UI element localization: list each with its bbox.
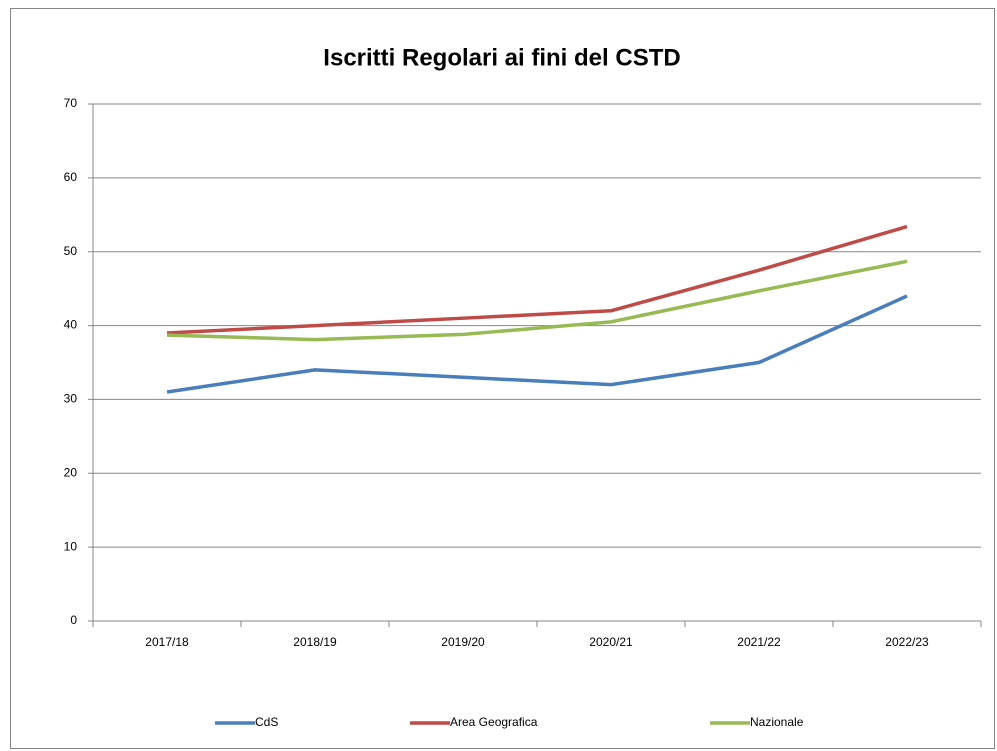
y-tick-label: 0	[70, 613, 77, 627]
chart-title: Iscritti Regolari ai fini del CSTD	[323, 44, 680, 71]
line-series	[166, 224, 908, 335]
line-series	[166, 294, 908, 394]
y-tick-label: 60	[64, 170, 78, 184]
legend-label: CdS	[255, 715, 278, 729]
x-tick-label: 2020/21	[589, 635, 633, 649]
x-tick-label: 2018/19	[293, 635, 337, 649]
legend-label: Area Geografica	[450, 715, 538, 729]
y-tick-label: 70	[64, 96, 78, 110]
x-tick-label: 2017/18	[145, 635, 189, 649]
x-tick-label: 2019/20	[441, 635, 485, 649]
line-series	[166, 259, 908, 342]
y-tick-label: 30	[64, 392, 78, 406]
x-tick-label: 2021/22	[737, 635, 781, 649]
y-tick-label: 40	[64, 318, 78, 332]
legend-label: Nazionale	[750, 715, 804, 729]
y-tick-label: 50	[64, 244, 78, 258]
y-tick-label: 10	[64, 539, 78, 553]
x-tick-label: 2022/23	[885, 635, 929, 649]
y-tick-label: 20	[64, 465, 78, 479]
